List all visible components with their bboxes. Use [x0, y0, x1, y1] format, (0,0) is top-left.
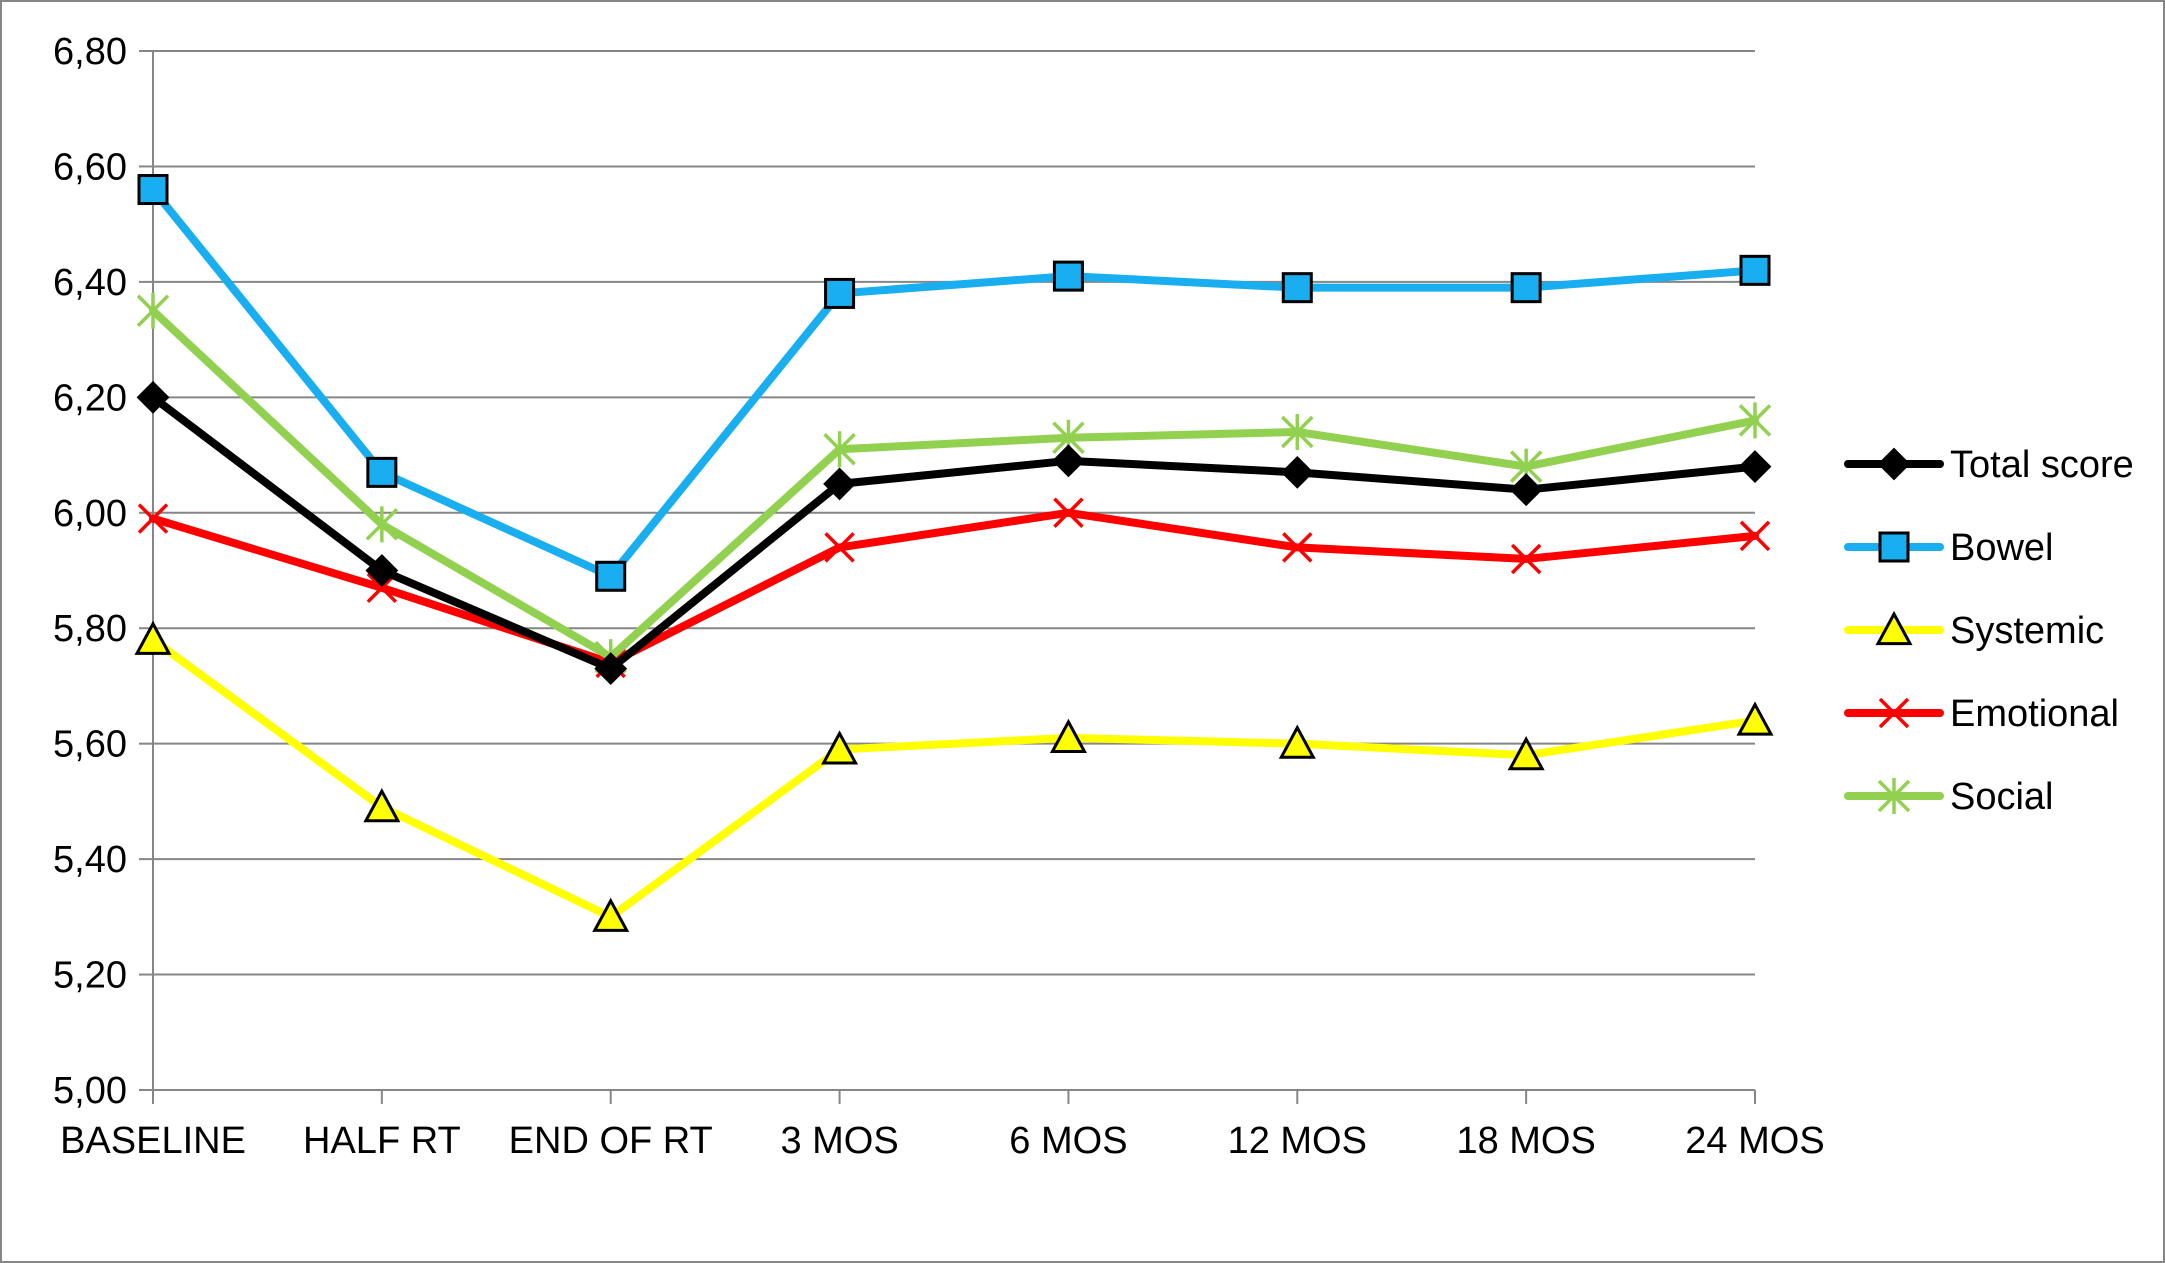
legend-item-emotional: Emotional [1844, 693, 2119, 735]
gridlines [153, 50, 1755, 976]
data-point-square [1878, 531, 1910, 563]
series-bowel [137, 174, 1771, 592]
legend-label: Systemic [1950, 610, 2104, 652]
data-point-diamond [1509, 473, 1543, 507]
y-tick-label: 5,80 [53, 608, 127, 650]
y-tick-label: 5,00 [53, 1070, 127, 1112]
y-tick-labels: 5,00 5,20 5,40 5,60 5,80 6,00 6,20 6,40 6,60 6,80 [53, 31, 127, 1112]
data-point-triangle [1736, 701, 1774, 736]
data-point-square [1281, 272, 1313, 304]
data-point-star [1738, 402, 1772, 439]
legend-label: Emotional [1950, 693, 2119, 735]
y-tick-label: 6,20 [53, 377, 127, 419]
data-point-square [366, 456, 398, 488]
data-point-square [595, 560, 627, 592]
legend-item-systemic: Systemic [1844, 610, 2104, 652]
data-point-triangle [134, 620, 172, 655]
series-line-systemic [149, 635, 1759, 921]
y-tick-label: 6,40 [53, 262, 127, 304]
data-point-x [824, 532, 855, 563]
data-point-diamond [365, 554, 399, 587]
data-point-star [136, 292, 170, 329]
x-tick-label: BASELINE [60, 1120, 246, 1162]
x-tick-label: END OF RT [509, 1120, 713, 1162]
y-tick-label: 6,60 [53, 146, 127, 188]
data-point-star [365, 506, 399, 543]
data-point-square [137, 174, 169, 206]
data-point-diamond [1280, 455, 1314, 489]
data-point-diamond [1738, 450, 1772, 484]
data-point-diamond [594, 652, 628, 686]
series-systemic [134, 620, 1774, 932]
data-point-star [823, 431, 856, 468]
x-tick-label: 24 MOS [1685, 1120, 1824, 1162]
legend-item-bowel: Bowel [1844, 527, 2054, 569]
series-line-social [149, 306, 1759, 662]
legend-item-total-score: Total score [1844, 444, 2134, 486]
data-point-triangle [1507, 736, 1545, 771]
data-point-square [1739, 254, 1771, 286]
legend-item-social: Social [1844, 776, 2054, 818]
y-tick-label: 6,80 [53, 31, 127, 73]
series-group [134, 174, 1774, 932]
data-point-square [1052, 260, 1084, 292]
data-point-star [1281, 413, 1314, 450]
legend: Total score Bowel Systemic Emotional Social [1844, 444, 2134, 818]
x-tick-label: 3 MOS [780, 1120, 898, 1162]
data-point-x [1878, 697, 1910, 729]
x-tick-label: 18 MOS [1456, 1120, 1595, 1162]
data-point-x [1510, 543, 1542, 575]
y-tick-label: 5,40 [53, 839, 127, 881]
x-tick-label: 6 MOS [1009, 1120, 1127, 1162]
data-point-triangle [592, 897, 630, 932]
legend-label: Bowel [1950, 527, 2054, 569]
axes [139, 50, 1756, 1104]
data-point-star [1877, 778, 1911, 814]
x-tick-labels: BASELINE HALF RT END OF RT 3 MOS 6 MOS 12 MOS… [60, 1120, 1825, 1162]
y-tick-label: 5,60 [53, 724, 127, 766]
data-point-triangle [821, 730, 859, 765]
y-tick-label: 5,20 [53, 955, 127, 997]
data-point-x [1739, 520, 1771, 552]
data-point-diamond [1877, 447, 1911, 481]
data-point-triangle [363, 788, 401, 823]
y-tick-label: 6,00 [53, 493, 127, 535]
data-point-triangle [1875, 610, 1913, 646]
data-point-x [1282, 532, 1313, 563]
series-total-score [136, 380, 1772, 686]
data-point-square [1510, 272, 1542, 304]
x-tick-label: HALF RT [303, 1120, 461, 1162]
data-point-x [137, 503, 169, 534]
data-point-triangle [1049, 718, 1087, 753]
series-line-emotional [149, 508, 1759, 667]
data-point-square [824, 277, 856, 309]
data-point-diamond [136, 380, 170, 414]
legend-label: Total score [1950, 444, 2134, 486]
data-point-diamond [823, 467, 856, 501]
data-point-x [1053, 497, 1084, 529]
data-point-diamond [1052, 444, 1085, 478]
x-tick-label: 12 MOS [1228, 1120, 1367, 1162]
data-point-triangle [1278, 724, 1316, 759]
series-line-bowel [149, 185, 1759, 581]
legend-label: Social [1950, 776, 2054, 818]
series-line-total-score [149, 393, 1759, 673]
